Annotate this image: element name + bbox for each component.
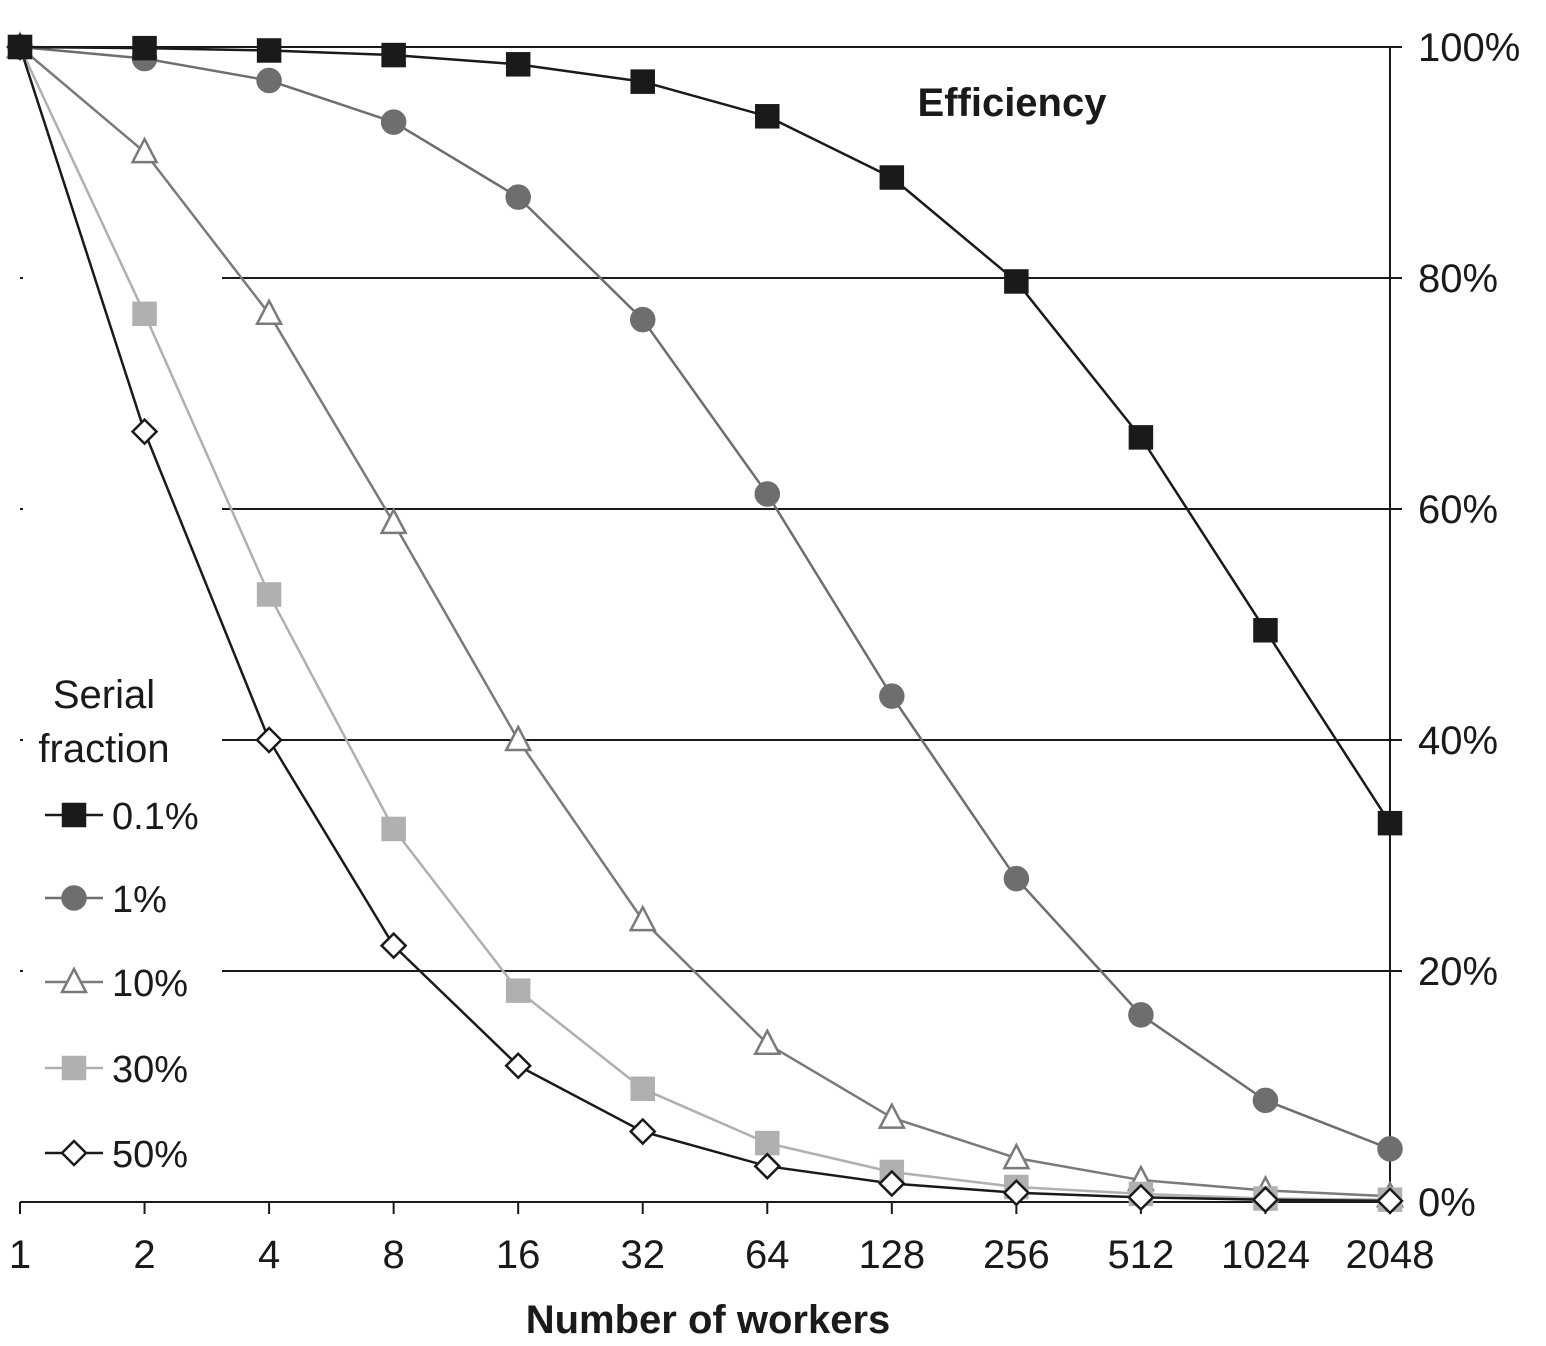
legend-marker-30% bbox=[61, 1055, 87, 1081]
legend-marker-1% bbox=[61, 885, 87, 911]
series-line-1% bbox=[19, 45, 1391, 1151]
point-10%-128 bbox=[877, 1101, 906, 1129]
x-tick-label-512: 512 bbox=[1108, 1233, 1175, 1277]
series-line-0.1% bbox=[19, 45, 1392, 824]
point-50%-16 bbox=[504, 1051, 532, 1080]
y-tick-label-3: 60% bbox=[1418, 488, 1498, 532]
point-30%-2 bbox=[132, 301, 157, 327]
point-0.1%-16 bbox=[505, 52, 531, 77]
point-50%-2048 bbox=[1376, 1187, 1404, 1215]
y-tick-label-4: 80% bbox=[1418, 257, 1498, 301]
legend-label-30%: 30% bbox=[112, 1049, 188, 1091]
point-50%-8 bbox=[379, 931, 408, 960]
point-1%-128 bbox=[879, 683, 905, 709]
legend-label-1%: 1% bbox=[112, 879, 167, 921]
point-30%-32 bbox=[630, 1076, 655, 1102]
x-tick-label-8: 8 bbox=[383, 1233, 405, 1277]
x-tick-label-1024: 1024 bbox=[1221, 1233, 1310, 1277]
x-tick-label-1: 1 bbox=[9, 1233, 31, 1277]
point-1%-8 bbox=[380, 109, 407, 135]
point-0.1%-8 bbox=[381, 42, 406, 68]
legend-marker-50% bbox=[60, 1139, 88, 1167]
legend-title: Serial fraction bbox=[38, 673, 169, 771]
point-1%-16 bbox=[505, 184, 531, 210]
point-0.1%-64 bbox=[755, 104, 780, 129]
legend-marker-10% bbox=[59, 966, 89, 994]
legend-label-0.1%: 0.1% bbox=[112, 796, 199, 838]
point-50%-1024 bbox=[1251, 1185, 1280, 1214]
x-tick-label-2048: 2048 bbox=[1346, 1233, 1435, 1277]
series-markers bbox=[5, 31, 1405, 1215]
point-0.1%-128 bbox=[879, 165, 905, 190]
x-tick-label-2: 2 bbox=[133, 1233, 155, 1277]
point-30%-16 bbox=[505, 978, 531, 1003]
x-tick-label-4: 4 bbox=[258, 1233, 280, 1277]
point-1%-512 bbox=[1128, 1002, 1154, 1028]
series-line-30% bbox=[18, 46, 1391, 1201]
point-0.1%-1024 bbox=[1253, 618, 1278, 643]
x-tick-label-256: 256 bbox=[983, 1233, 1050, 1277]
point-1%-32 bbox=[629, 306, 656, 333]
point-10%-64 bbox=[753, 1028, 782, 1056]
point-0.1%-512 bbox=[1128, 425, 1154, 450]
legend: Serial fraction 0.1% 1% 10% 30% 50% bbox=[38, 673, 198, 1176]
point-10%-8 bbox=[379, 507, 408, 535]
point-50%-512 bbox=[1127, 1183, 1155, 1212]
axes: 0% 20% 40% 60% 80% 100% 1 2 4 8 16 32 64 128 256 512 102… bbox=[9, 26, 1520, 1277]
x-tick-label-64: 64 bbox=[745, 1233, 790, 1277]
point-50%-128 bbox=[878, 1169, 906, 1198]
point-1%-2048 bbox=[1377, 1136, 1403, 1162]
series-lines bbox=[18, 45, 1392, 1203]
point-10%-32 bbox=[628, 904, 657, 932]
point-0.1%-1 bbox=[7, 34, 33, 60]
point-30%-64 bbox=[755, 1130, 780, 1156]
point-1%-256 bbox=[1003, 865, 1030, 892]
gridlines bbox=[20, 46, 1390, 972]
y-tick-label-0: 0% bbox=[1418, 1181, 1476, 1225]
point-50%-256 bbox=[1002, 1178, 1031, 1207]
point-0.1%-4 bbox=[256, 38, 282, 63]
legend-title-line-1: Serial bbox=[53, 673, 155, 717]
y-tick-label-5: 100% bbox=[1418, 26, 1520, 70]
point-50%-32 bbox=[628, 1117, 657, 1146]
point-1%-4 bbox=[256, 67, 282, 94]
x-axis-title: Number of workers bbox=[526, 1298, 891, 1342]
point-30%-8 bbox=[381, 816, 406, 842]
point-0.1%-2048 bbox=[1377, 810, 1403, 836]
chart-title: Efficiency bbox=[918, 81, 1108, 125]
x-tick-label-128: 128 bbox=[858, 1233, 925, 1277]
point-10%-16 bbox=[504, 724, 533, 752]
point-50%-4 bbox=[255, 726, 283, 754]
legend-label-10%: 10% bbox=[112, 963, 188, 1005]
point-50%-2 bbox=[130, 417, 159, 446]
point-30%-4 bbox=[256, 582, 282, 607]
legend-label-50%: 50% bbox=[112, 1134, 188, 1176]
x-tick-label-16: 16 bbox=[496, 1233, 541, 1277]
legend-marker-0.1% bbox=[61, 802, 87, 828]
point-0.1%-2 bbox=[132, 35, 157, 61]
point-1%-1024 bbox=[1252, 1087, 1279, 1114]
point-0.1%-256 bbox=[1004, 269, 1029, 294]
y-tick-label-1: 20% bbox=[1418, 950, 1498, 994]
y-tick-label-2: 40% bbox=[1418, 719, 1498, 763]
point-1%-64 bbox=[754, 481, 781, 507]
point-50%-64 bbox=[753, 1152, 782, 1180]
point-10%-2 bbox=[130, 136, 159, 164]
point-10%-4 bbox=[255, 298, 284, 326]
series-line-10% bbox=[19, 46, 1391, 1198]
legend-title-line-2: fraction bbox=[38, 727, 169, 771]
x-tick-label-32: 32 bbox=[620, 1233, 665, 1277]
point-10%-256 bbox=[1002, 1142, 1031, 1170]
series-line-50% bbox=[18, 46, 1391, 1203]
point-0.1%-32 bbox=[630, 69, 655, 94]
